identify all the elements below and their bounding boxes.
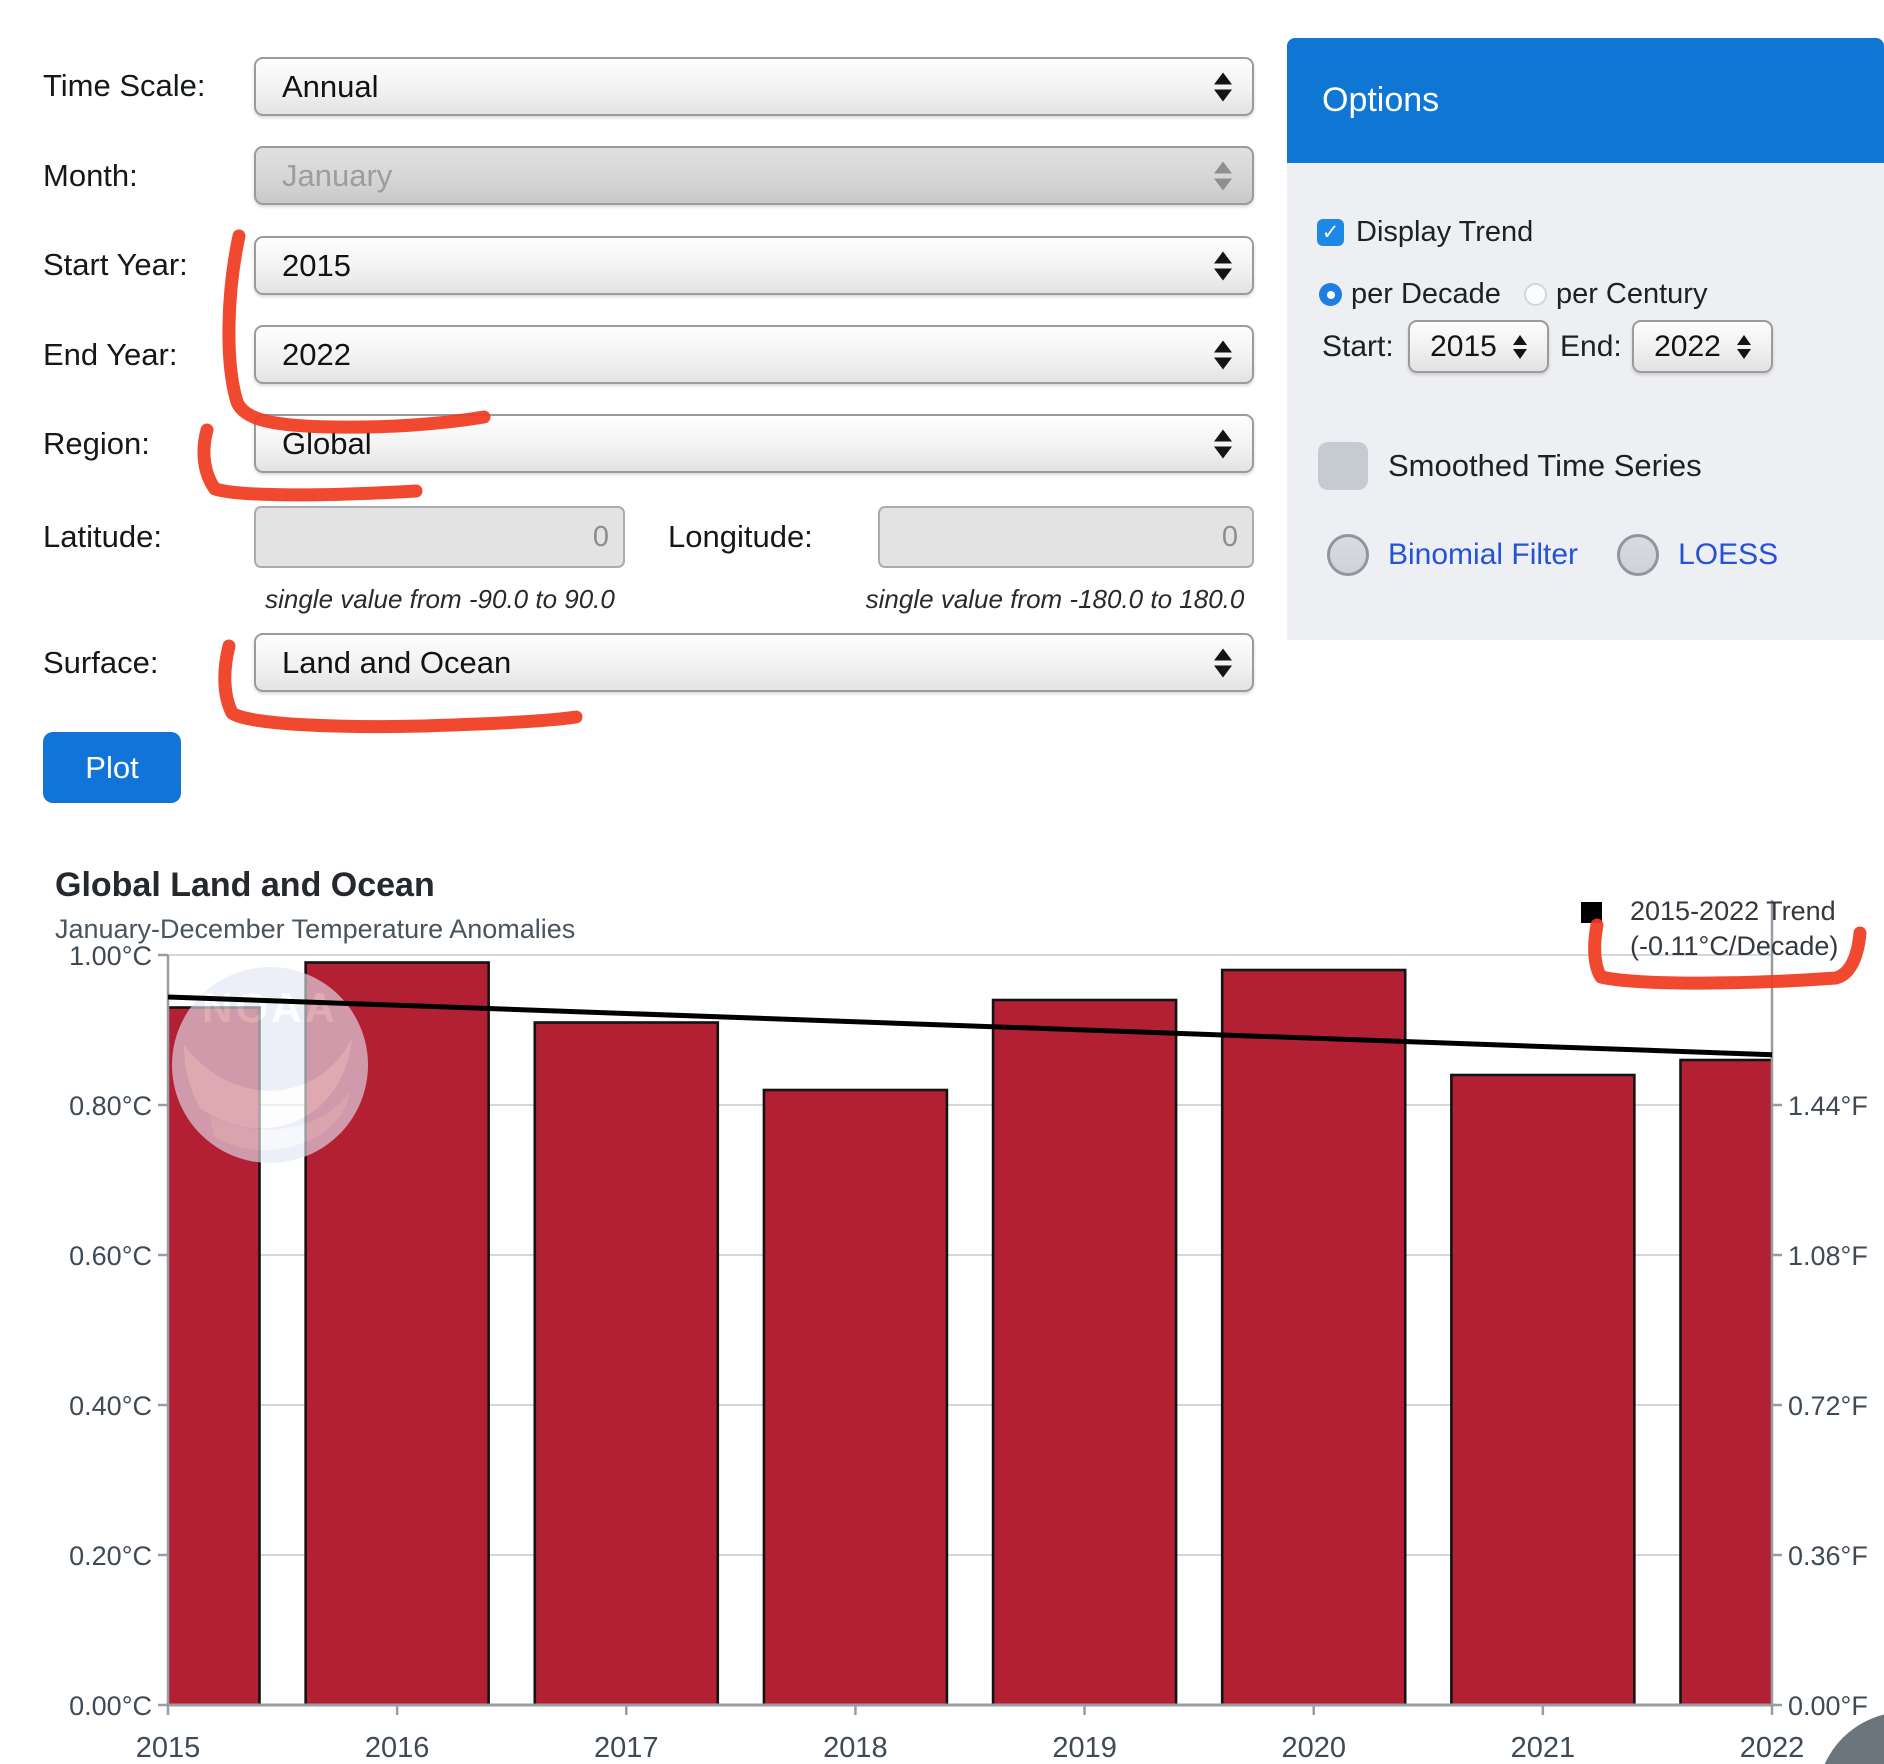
stepper-arrows-icon (1736, 334, 1751, 359)
longitude-label: Longitude: (668, 519, 813, 554)
y-axis-label-fahrenheit: 0.72°F (1788, 1391, 1868, 1421)
trend-start-label-wrap: Start: (1322, 320, 1394, 373)
trend-end-label-wrap: End: (1560, 320, 1622, 373)
longitude-value: 0 (1221, 520, 1238, 553)
time-scale-value: Annual (282, 68, 379, 104)
stepper-arrows-icon (1512, 334, 1527, 359)
surface-label: Surface: (43, 645, 159, 680)
time-scale-label: Time Scale: (43, 68, 206, 103)
y-axis-label-celsius: 0.40°C (69, 1391, 152, 1421)
select-arrows-icon (1214, 72, 1232, 101)
smoothed-checkbox[interactable] (1318, 442, 1368, 490)
y-axis-label-celsius: 0.60°C (69, 1241, 152, 1271)
trend-start-stepper[interactable]: 2015 (1408, 320, 1549, 373)
month-value: January (282, 157, 393, 193)
legend-label-line2: (-0.11°C/Decade) (1630, 931, 1838, 961)
start-year-value: 2015 (282, 247, 351, 283)
select-arrows-icon (1214, 161, 1232, 190)
start-year-select[interactable]: 2015 (254, 236, 1254, 295)
time-scale-select[interactable]: Annual (254, 57, 1254, 116)
display-trend-checkbox[interactable] (1317, 219, 1344, 246)
select-arrows-icon (1214, 429, 1232, 458)
trend-end-value: 2022 (1654, 329, 1721, 363)
start-year-label: Start Year: (43, 247, 188, 282)
loess-radio[interactable] (1617, 534, 1660, 576)
trend-line (167, 994, 1773, 1058)
trend-start-value: 2015 (1430, 329, 1497, 363)
per-century-radio[interactable] (1523, 283, 1547, 306)
chart-title: Global Land and Ocean (55, 866, 435, 904)
y-axis-label-fahrenheit: 0.00°F (1788, 1691, 1868, 1721)
y-axis-label-fahrenheit: 1.44°F (1788, 1091, 1868, 1121)
end-year-value: 2022 (282, 336, 351, 372)
region-label: Region: (43, 426, 150, 461)
bar-2019[interactable] (991, 998, 1178, 1707)
select-arrows-icon (1214, 340, 1232, 369)
trend-start-label: Start: (1322, 329, 1394, 363)
x-axis-label: 2021 (1511, 1732, 1576, 1764)
trend-end-label: End: (1560, 329, 1622, 363)
x-axis-label: 2016 (365, 1732, 430, 1764)
month-label: Month: (43, 158, 138, 193)
y-axis-label-celsius: 1.00°C (69, 941, 152, 971)
y-axis-label-celsius: 0.00°C (69, 1691, 152, 1721)
per-decade-label[interactable]: per Decade (1351, 278, 1501, 310)
per-century-label[interactable]: per Century (1555, 278, 1708, 310)
longitude-input[interactable]: 0 (878, 506, 1254, 568)
chart-subtitle: January-December Temperature Anomalies (55, 914, 575, 944)
legend-label-line1: 2015-2022 Trend (1630, 896, 1836, 926)
svg-text:NOAA: NOAA (202, 984, 338, 1031)
binomial-radio[interactable] (1327, 534, 1369, 576)
surface-select[interactable]: Land and Ocean (254, 633, 1254, 692)
display-trend-label[interactable]: Display Trend (1356, 216, 1534, 248)
binomial-label[interactable]: Binomial Filter (1388, 538, 1579, 571)
bar-2018[interactable] (762, 1088, 949, 1707)
region-select[interactable]: Global (254, 414, 1254, 473)
x-axis-label: 2019 (1052, 1732, 1117, 1764)
latitude-hint: single value from -90.0 to 90.0 (265, 584, 615, 614)
select-arrows-icon (1214, 251, 1232, 280)
temperature-anomaly-chart: NOAA 1.00°C 0.80°C 0.60°C 0.40°C 0.20°C 0.00°C… (55, 866, 1868, 1764)
month-select: January (254, 146, 1254, 205)
latitude-label: Latitude: (43, 519, 162, 554)
select-arrows-icon (1214, 648, 1232, 677)
bar-2020[interactable] (1220, 968, 1407, 1707)
loess-label[interactable]: LOESS (1678, 538, 1779, 571)
bar-2021[interactable] (1450, 1073, 1636, 1707)
latitude-input[interactable]: 0 (254, 506, 625, 568)
smoothed-label[interactable]: Smoothed Time Series (1388, 448, 1702, 483)
region-value: Global (282, 425, 372, 461)
longitude-hint: single value from -180.0 to 180.0 (865, 584, 1245, 614)
end-year-label: End Year: (43, 337, 178, 372)
y-axis-label-fahrenheit: 0.36°F (1788, 1541, 1868, 1571)
legend-marker (1581, 902, 1602, 923)
x-axis-label: 2017 (594, 1732, 659, 1764)
x-axis-label: 2020 (1281, 1732, 1346, 1764)
bar-2017[interactable] (533, 1021, 720, 1707)
per-decade-radio[interactable] (1319, 283, 1342, 306)
plot-button[interactable]: Plot (43, 732, 181, 803)
bar-2022[interactable] (1679, 1058, 1864, 1707)
options-header: Options (1287, 38, 1884, 163)
y-axis-label-fahrenheit: 1.08°F (1788, 1241, 1868, 1271)
y-axis-label-celsius: 0.20°C (69, 1541, 152, 1571)
end-year-select[interactable]: 2022 (254, 325, 1254, 384)
y-axis-label-celsius: 0.80°C (69, 1091, 152, 1121)
surface-value: Land and Ocean (282, 644, 512, 680)
x-axis-label: 2018 (823, 1732, 888, 1764)
noaa-watermark-logo: NOAA (172, 967, 368, 1163)
x-axis-label: 2022 (1740, 1732, 1805, 1764)
trend-end-stepper[interactable]: 2022 (1632, 320, 1773, 373)
options-title: Options (1322, 81, 1440, 119)
x-axis-label: 2015 (136, 1732, 201, 1764)
options-panel: Options Display Trend per Decade per Cen… (1287, 38, 1884, 640)
latitude-value: 0 (592, 520, 609, 553)
